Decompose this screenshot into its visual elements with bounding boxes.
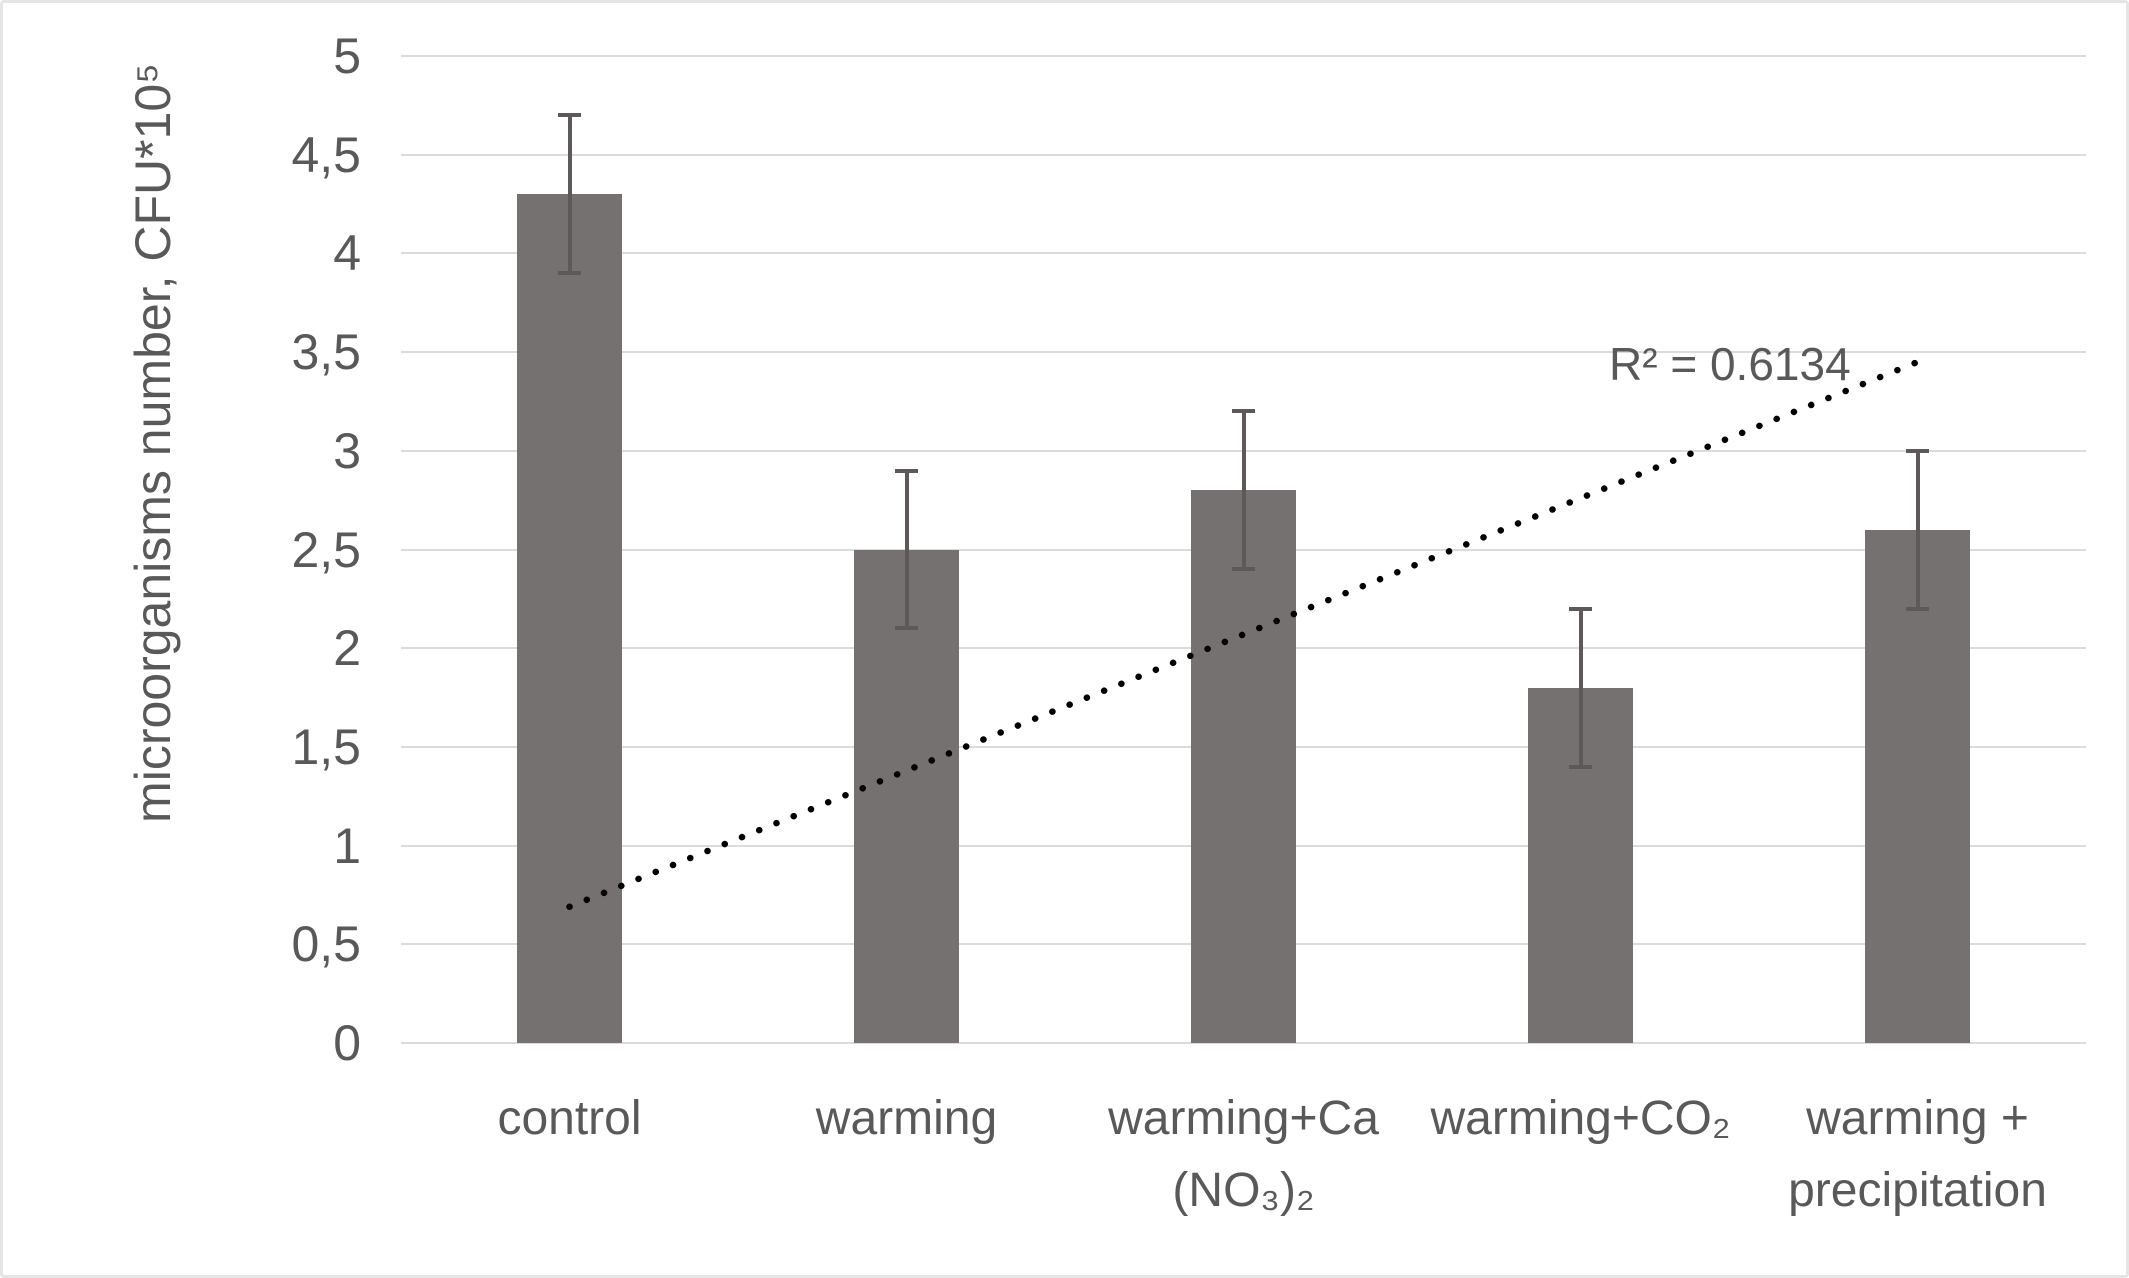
r-squared-label: R² = 0.6134 <box>1609 338 1851 390</box>
y-tick-label: 5 <box>333 28 361 84</box>
gridline-5 <box>401 55 2086 57</box>
y-tick-label: 0 <box>333 1015 361 1071</box>
y-tick-label: 3 <box>333 422 361 479</box>
error-bar-cap-1-bottom <box>895 626 918 631</box>
error-bar-stem-4 <box>1915 450 1920 609</box>
x-axis-label-1: warming <box>815 1092 998 1145</box>
error-bar-stem-0 <box>567 115 572 274</box>
gridline-3,5 <box>401 351 2086 354</box>
error-bar-cap-3-bottom <box>1569 764 1592 769</box>
x-axis-label-3: warming+CO₂ <box>1430 1092 1731 1145</box>
gridline-4 <box>401 252 2086 255</box>
error-bar-cap-3-top <box>1569 606 1592 611</box>
y-tick-label: 3,5 <box>291 324 361 381</box>
error-bar-cap-4-top <box>1906 448 1929 453</box>
error-bar-stem-1 <box>904 470 909 629</box>
x-axis-label-2: warming+Ca (NO₃)₂ <box>1108 1092 1379 1217</box>
y-tick-label: 2 <box>333 620 361 677</box>
error-bar-stem-3 <box>1578 608 1583 767</box>
y-tick-label: 4 <box>333 225 361 282</box>
y-tick-label: 1 <box>333 817 361 874</box>
gridline-0 <box>401 1042 2086 1044</box>
bar-2 <box>1191 490 1296 1043</box>
error-bar-cap-0-top <box>558 113 581 118</box>
error-bar-cap-4-bottom <box>1906 606 1929 611</box>
bar-0 <box>517 194 622 1043</box>
y-tick-label: 4,5 <box>291 126 361 183</box>
error-bar-cap-0-bottom <box>558 271 581 276</box>
error-bar-cap-2-top <box>1232 409 1255 414</box>
error-bar-cap-2-bottom <box>1232 567 1255 572</box>
error-bar-cap-1-top <box>895 468 918 473</box>
error-bar-stem-2 <box>1241 411 1246 570</box>
x-axis-label-0: control <box>497 1092 642 1145</box>
gridline-4,5 <box>401 153 2086 156</box>
x-axis-label-4: warming + precipitation <box>1788 1092 2047 1217</box>
y-tick-label: 2,5 <box>291 521 361 578</box>
y-tick-label: 0,5 <box>291 916 361 973</box>
y-tick-label: 1,5 <box>291 718 361 775</box>
